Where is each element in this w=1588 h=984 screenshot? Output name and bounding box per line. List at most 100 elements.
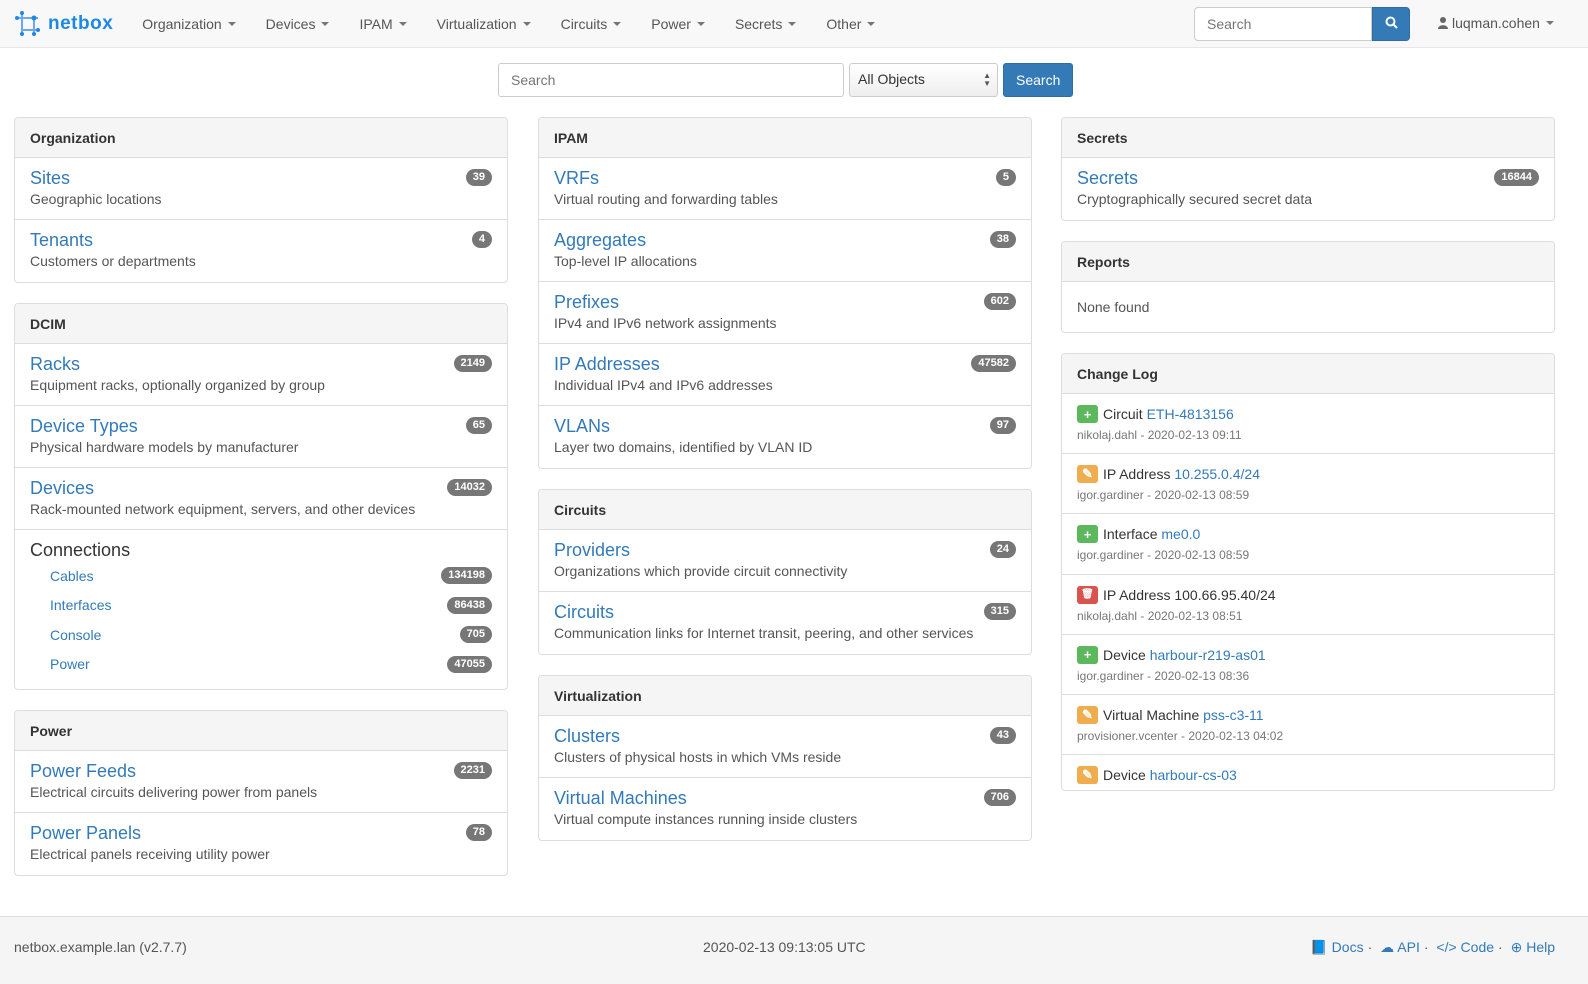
connection-link[interactable]: Interfaces: [50, 597, 112, 614]
menu-other[interactable]: Other: [811, 16, 890, 32]
docs-label: Docs: [1331, 939, 1364, 955]
search-button[interactable]: Search: [1003, 63, 1074, 97]
item-link[interactable]: IP Addresses: [554, 354, 660, 374]
count-badge: 24: [989, 541, 1016, 558]
item-link[interactable]: Clusters: [554, 726, 621, 746]
changelog-object[interactable]: pss-c3-11: [1203, 706, 1264, 723]
plus-icon: +: [1077, 525, 1098, 544]
menu-label: Organization: [142, 15, 222, 32]
item-circuits: Circuits Communication links for Internet…: [539, 592, 1031, 654]
api-link[interactable]: ☁ API: [1380, 939, 1420, 955]
item-link[interactable]: VLANs: [554, 416, 611, 436]
item-link[interactable]: Devices: [30, 478, 95, 498]
item-description: Clusters of physical hosts in which VMs …: [554, 749, 842, 765]
item-link[interactable]: Secrets: [1077, 168, 1139, 188]
navbar-search-input[interactable]: [1194, 7, 1372, 41]
changelog-list[interactable]: + Circuit ETH-4813156 nikolaj.dahl - 2020-…: [1062, 394, 1554, 790]
connection-link[interactable]: Console: [50, 626, 102, 643]
changelog-object[interactable]: 10.255.0.4/24: [1174, 466, 1260, 483]
changelog-object[interactable]: harbour-r219-as01: [1149, 646, 1266, 663]
brand-logo[interactable]: netbox: [14, 10, 113, 38]
changelog-summary: ✎ Device harbour-cs-03: [1077, 766, 1539, 785]
count-badge: 43: [989, 727, 1016, 744]
menu-devices[interactable]: Devices: [251, 16, 345, 32]
object-type-select[interactable]: All Objects ▲ ▼: [849, 63, 998, 97]
panel-heading: Secrets: [1062, 118, 1554, 158]
menu-label: Power: [651, 15, 691, 32]
item-link[interactable]: VRFs: [554, 168, 599, 188]
item-devices: Devices Rack-mounted network equipment, s…: [15, 468, 507, 530]
item-link[interactable]: Power Feeds: [30, 761, 137, 781]
changelog-type: Device: [1103, 646, 1146, 663]
navbar-search-button[interactable]: [1372, 7, 1410, 41]
count-badge: 134198: [441, 567, 492, 585]
item-link[interactable]: Prefixes: [554, 292, 620, 312]
item-ip-addresses: IP Addresses Individual IPv4 and IPv6 add…: [539, 344, 1031, 406]
panel-heading: Power: [15, 711, 507, 751]
panel-organization: Organization Sites Geographic locations 39 T…: [14, 117, 508, 283]
count-badge: 705: [459, 626, 492, 644]
item-link[interactable]: Racks: [30, 354, 81, 374]
count-badge: 315: [983, 603, 1016, 620]
menu-label: Other: [826, 15, 862, 32]
changelog-summary: + Interface me0.0: [1077, 525, 1539, 544]
pencil-icon: ✎: [1077, 705, 1098, 724]
changelog-entry: + Interface me0.0 igor.gardiner - 2020-02-…: [1062, 514, 1554, 575]
connections-title: Connections: [30, 540, 131, 560]
menu-power[interactable]: Power: [636, 16, 720, 32]
count-badge: 86438: [447, 596, 492, 614]
footer-links: 📘 Docs · ☁ API · </> Code · ⊕ Help: [1310, 939, 1555, 955]
menu-label: Secrets: [734, 15, 783, 32]
changelog-object[interactable]: me0.0: [1161, 526, 1201, 543]
item-link[interactable]: Aggregates: [554, 230, 647, 250]
item-description: Customers or departments: [30, 253, 196, 269]
brand-name: netbox: [48, 12, 114, 34]
api-label: API: [1397, 939, 1420, 955]
menu-virtualization[interactable]: Virtualization: [422, 16, 546, 32]
item-link[interactable]: Circuits: [554, 602, 615, 622]
footer-host: netbox.example.lan (v2.7.7): [14, 939, 187, 955]
panel-power: Power Power Feeds Electrical circuits deli…: [14, 710, 508, 876]
changelog-meta: igor.gardiner - 2020-02-13 08:36: [1077, 668, 1250, 683]
help-link[interactable]: ⊕ Help: [1510, 939, 1555, 955]
menu-circuits[interactable]: Circuits: [546, 16, 637, 32]
item-link[interactable]: Power Panels: [30, 823, 142, 843]
menu-organization[interactable]: Organization: [127, 16, 250, 32]
item-link[interactable]: Virtual Machines: [554, 788, 687, 808]
count-badge: 14032: [447, 479, 492, 496]
changelog-object[interactable]: harbour-cs-03: [1149, 767, 1237, 784]
docs-link[interactable]: 📘 Docs: [1310, 939, 1364, 955]
caret-down-icon: [696, 21, 705, 26]
item-link[interactable]: Providers: [554, 540, 631, 560]
changelog-object[interactable]: ETH-4813156: [1146, 406, 1234, 422]
panel-heading: Change Log: [1062, 354, 1554, 394]
count-badge: 2149: [453, 355, 492, 372]
search-input[interactable]: [498, 63, 844, 97]
item-link[interactable]: Device Types: [30, 416, 138, 436]
connection-link[interactable]: Power: [50, 656, 90, 673]
menu-secrets[interactable]: Secrets: [720, 16, 811, 32]
item-link[interactable]: Sites: [30, 168, 71, 188]
user-menu[interactable]: luqman.cohen: [1438, 15, 1554, 31]
footer: netbox.example.lan (v2.7.7) 2020-02-13 0…: [0, 916, 1588, 984]
changelog-object: 100.66.95.40/24: [1174, 586, 1276, 603]
item-providers: Providers Organizations which provide cir…: [539, 530, 1031, 592]
changelog-entry: 🗑 IP Address 100.66.95.40/24 nikolaj.dahl …: [1062, 575, 1554, 635]
item-link[interactable]: Tenants: [30, 230, 94, 250]
item-virtual-machines: Virtual Machines Virtual compute instance…: [539, 778, 1031, 840]
navbar-search: [1194, 7, 1410, 41]
item-description: Electrical circuits delivering power fro…: [30, 784, 318, 800]
menu-ipam[interactable]: IPAM: [344, 16, 421, 32]
count-badge: 38: [989, 231, 1016, 248]
user-icon: [1438, 17, 1448, 29]
connection-power: Power 47055: [30, 650, 492, 680]
item-description: Communication links for Internet transit…: [554, 625, 974, 641]
pencil-icon: ✎: [1077, 766, 1098, 785]
global-search: All Objects ▲▼ Search: [498, 63, 1074, 97]
panel-ipam: IPAM VRFs Virtual routing and forwarding t…: [538, 117, 1032, 469]
plus-icon: +: [1077, 405, 1098, 423]
panel-reports: Reports None found: [1061, 241, 1555, 333]
code-link[interactable]: </> Code: [1436, 939, 1495, 955]
connection-link[interactable]: Cables: [50, 567, 94, 584]
connection-interfaces: Interfaces 86438: [30, 591, 492, 621]
